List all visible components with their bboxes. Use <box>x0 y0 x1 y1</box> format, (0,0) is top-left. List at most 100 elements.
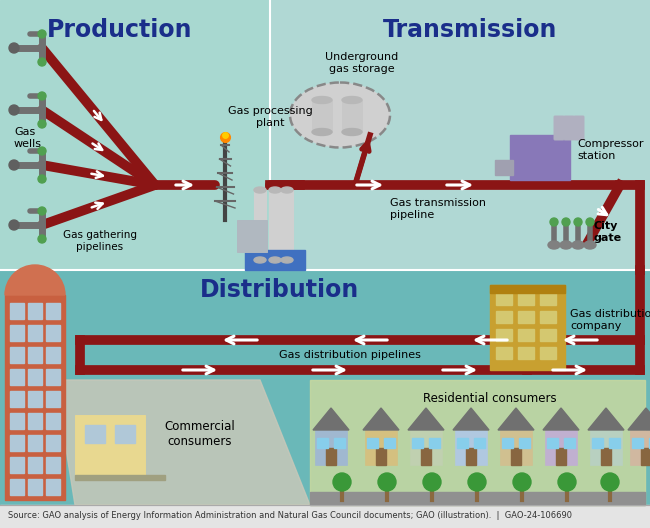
Bar <box>466 448 476 465</box>
Ellipse shape <box>342 128 362 136</box>
Ellipse shape <box>584 241 596 249</box>
Bar <box>75 415 145 480</box>
Circle shape <box>9 43 19 53</box>
Text: Gas distribution pipelines: Gas distribution pipelines <box>279 350 421 360</box>
Circle shape <box>38 120 46 128</box>
Ellipse shape <box>281 187 293 193</box>
Bar <box>518 311 534 323</box>
Bar <box>310 492 645 505</box>
Text: City
gate: City gate <box>594 221 622 243</box>
Bar <box>46 435 60 451</box>
Text: Production: Production <box>47 18 193 42</box>
Bar <box>326 448 336 465</box>
Bar <box>365 430 397 465</box>
Bar <box>315 430 347 465</box>
Circle shape <box>9 220 19 230</box>
Wedge shape <box>5 265 65 295</box>
Bar <box>641 448 650 465</box>
Circle shape <box>38 92 46 100</box>
Text: Transmission: Transmission <box>383 18 557 42</box>
Circle shape <box>38 30 46 38</box>
Bar <box>518 347 534 359</box>
Bar <box>46 479 60 495</box>
Bar <box>115 425 135 443</box>
Text: Residential consumers: Residential consumers <box>423 392 557 405</box>
Circle shape <box>513 473 531 491</box>
Text: Gas distribution
company: Gas distribution company <box>570 309 650 331</box>
Bar <box>5 295 65 500</box>
Bar <box>367 438 378 448</box>
Circle shape <box>574 218 582 226</box>
Bar <box>28 479 42 495</box>
Text: Gas transmission
pipeline: Gas transmission pipeline <box>390 198 486 220</box>
Polygon shape <box>453 408 489 430</box>
Bar <box>75 475 165 480</box>
Bar <box>270 0 650 270</box>
Bar <box>474 438 485 448</box>
Text: Compressor
station: Compressor station <box>577 139 644 161</box>
Bar <box>412 438 423 448</box>
Bar <box>28 457 42 473</box>
Bar <box>10 369 24 385</box>
Bar <box>245 250 305 270</box>
Bar <box>410 430 442 465</box>
Circle shape <box>38 147 46 155</box>
Circle shape <box>38 207 46 215</box>
Bar <box>46 457 60 473</box>
Text: Commercial
consumers: Commercial consumers <box>164 420 235 448</box>
Bar <box>28 325 42 341</box>
Ellipse shape <box>312 97 332 103</box>
Text: Gas
wells: Gas wells <box>14 127 42 149</box>
Bar <box>269 190 281 260</box>
Bar <box>490 285 565 370</box>
Polygon shape <box>498 408 534 430</box>
Ellipse shape <box>269 187 281 193</box>
Bar <box>28 303 42 319</box>
Bar <box>632 438 643 448</box>
Bar <box>46 347 60 363</box>
Ellipse shape <box>548 241 560 249</box>
Bar <box>317 438 328 448</box>
Bar <box>342 100 362 132</box>
Bar <box>547 438 558 448</box>
FancyBboxPatch shape <box>564 116 574 140</box>
Circle shape <box>38 58 46 66</box>
Circle shape <box>378 473 396 491</box>
Bar <box>649 438 650 448</box>
Ellipse shape <box>254 257 266 263</box>
Bar <box>496 293 512 305</box>
Bar <box>455 430 487 465</box>
Ellipse shape <box>312 128 332 136</box>
Bar <box>540 293 556 305</box>
Bar <box>28 413 42 429</box>
Bar <box>10 479 24 495</box>
Bar <box>10 347 24 363</box>
Circle shape <box>550 218 558 226</box>
Bar <box>10 413 24 429</box>
Text: Source: GAO analysis of Energy Information Administration and Natural Gas Counci: Source: GAO analysis of Energy Informati… <box>8 512 572 521</box>
Bar <box>511 448 521 465</box>
Bar <box>545 430 577 465</box>
Bar <box>312 100 332 132</box>
Bar <box>556 448 566 465</box>
Text: Gas processing
plant: Gas processing plant <box>227 107 313 128</box>
Bar <box>421 448 431 465</box>
Bar <box>496 311 512 323</box>
Polygon shape <box>55 380 310 505</box>
Bar <box>28 369 42 385</box>
Bar <box>46 413 60 429</box>
Bar <box>10 457 24 473</box>
Circle shape <box>601 473 619 491</box>
Bar <box>540 347 556 359</box>
Bar <box>564 438 575 448</box>
Circle shape <box>38 175 46 183</box>
Circle shape <box>558 473 576 491</box>
Bar <box>376 448 386 465</box>
Bar <box>46 325 60 341</box>
Circle shape <box>333 473 351 491</box>
Bar <box>496 329 512 341</box>
Bar <box>490 285 565 293</box>
Circle shape <box>423 473 441 491</box>
Bar <box>28 391 42 407</box>
Bar <box>46 303 60 319</box>
